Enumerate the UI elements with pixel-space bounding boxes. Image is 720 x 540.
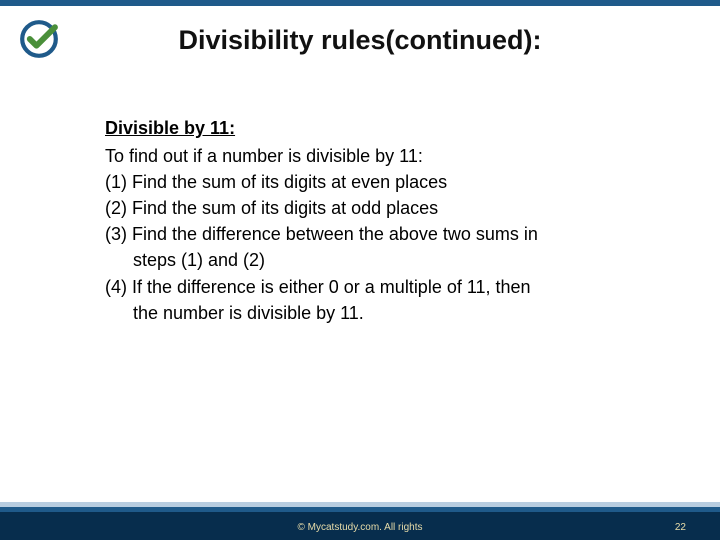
body-line: the number is divisible by 11. (105, 300, 665, 326)
slide-title: Divisibility rules(continued): (0, 25, 720, 56)
body-line: (2) Find the sum of its digits at odd pl… (105, 195, 665, 221)
body-line: (3) Find the difference between the abov… (105, 221, 665, 247)
header-bar (0, 0, 720, 6)
footer-bar: © Mycatstudy.com. All rights 22 (0, 516, 720, 540)
body-line: (1) Find the sum of its digits at even p… (105, 169, 665, 195)
copyright-text: © Mycatstudy.com. All rights (298, 516, 423, 540)
subheading: Divisible by 11: (105, 115, 665, 141)
body-line: To find out if a number is divisible by … (105, 143, 665, 169)
slide-body: Divisible by 11: To find out if a number… (105, 115, 665, 326)
page-number: 22 (675, 516, 686, 540)
footer-decorative-band (0, 502, 720, 516)
body-line: steps (1) and (2) (105, 247, 665, 273)
body-line: (4) If the difference is either 0 or a m… (105, 274, 665, 300)
